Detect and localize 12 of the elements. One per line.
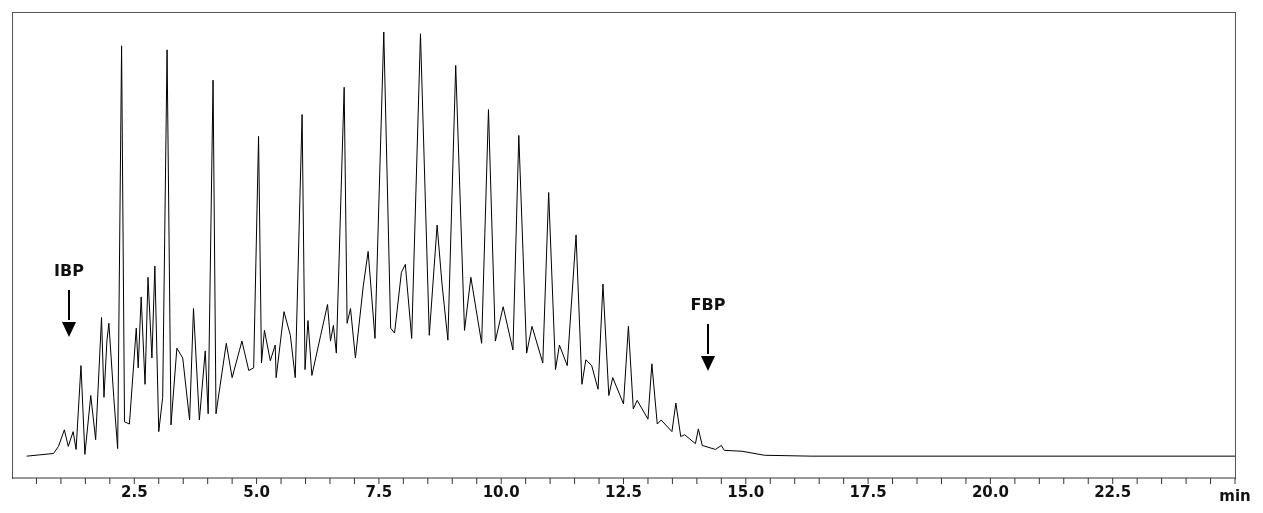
x-tick-label: 17.5: [849, 482, 887, 501]
x-tick-label: 12.5: [604, 482, 643, 501]
x-tick-label: 22.5: [1094, 482, 1132, 501]
x-tick-label: 10.0: [482, 482, 520, 501]
annotation: FBP: [690, 295, 726, 314]
x-tick-label: 15.0: [727, 482, 765, 501]
x-tick-label: 20.0: [971, 482, 1009, 501]
x-tick-label: 5.0: [243, 482, 270, 501]
x-axis-title: min: [1218, 487, 1252, 505]
annotation: IBP: [54, 261, 85, 280]
x-tick-label: 7.5: [365, 482, 393, 501]
x-tick-label: 2.5: [121, 482, 148, 501]
